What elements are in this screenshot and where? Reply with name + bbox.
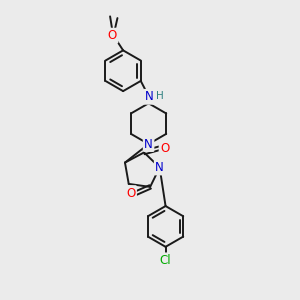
Text: H: H	[156, 91, 163, 101]
Text: O: O	[108, 29, 117, 42]
Text: N: N	[155, 161, 164, 174]
Text: O: O	[160, 142, 170, 155]
Text: N: N	[144, 138, 153, 151]
Text: O: O	[126, 187, 136, 200]
Text: N: N	[145, 90, 154, 103]
Text: Cl: Cl	[160, 254, 171, 267]
